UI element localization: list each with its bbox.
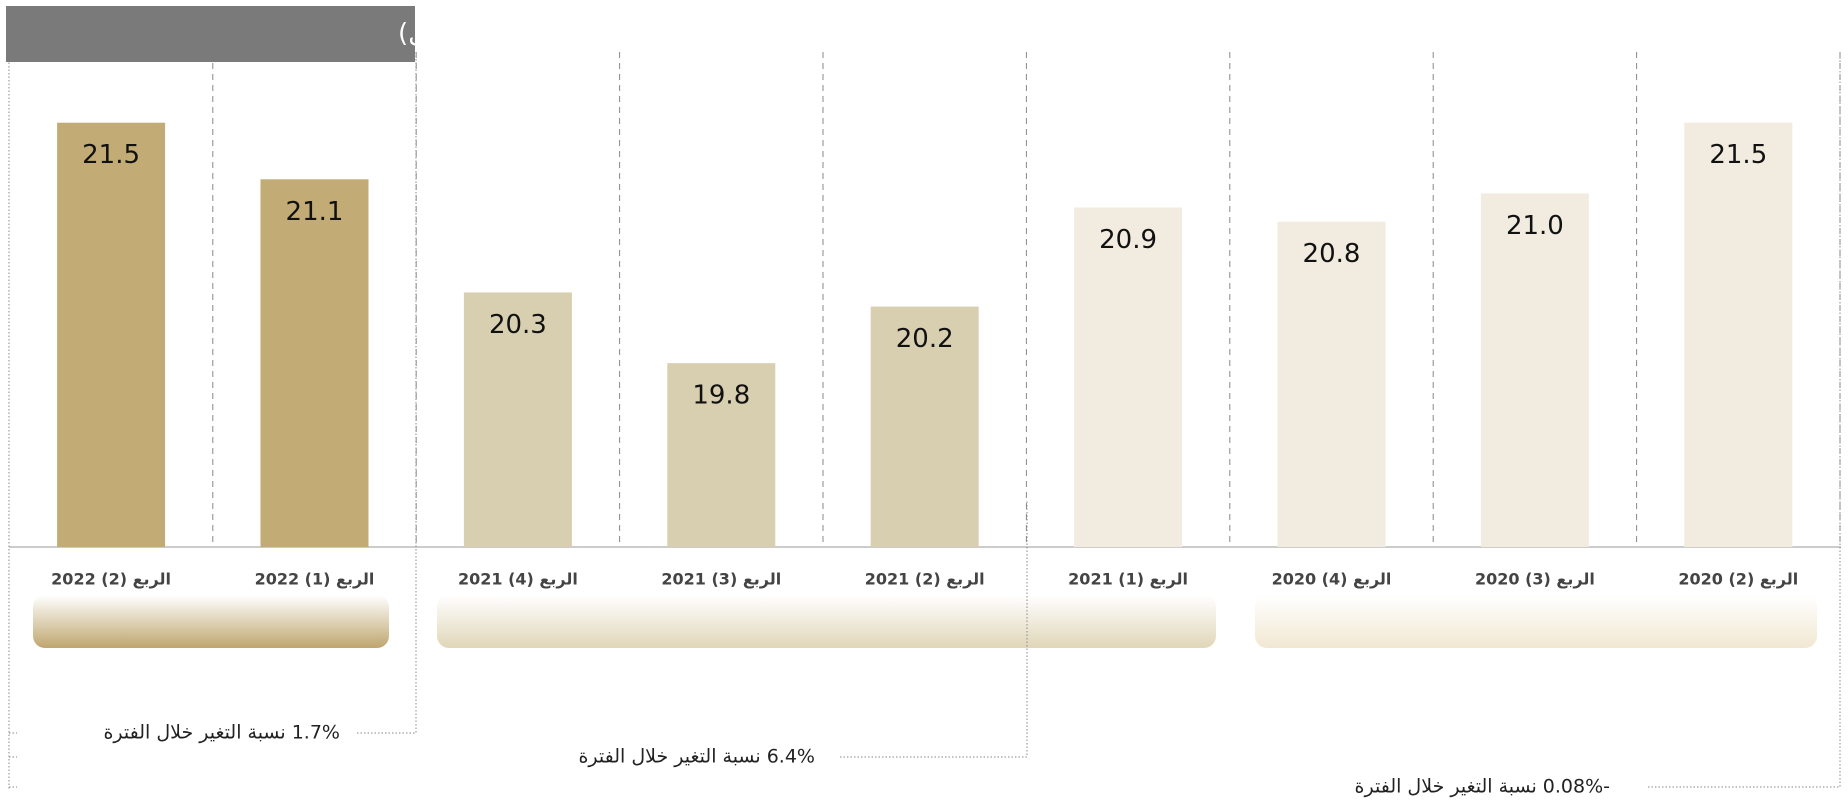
value-label: 21.0 — [1506, 211, 1564, 241]
group-band — [33, 595, 389, 648]
value-label: 20.3 — [489, 310, 547, 340]
x-tick-label: الربع (2) 2022 — [51, 570, 171, 589]
brackets — [8, 52, 1841, 790]
group-band — [437, 595, 1216, 648]
bar — [1277, 221, 1386, 547]
bar — [57, 122, 166, 547]
x-tick-label: الربع (1) 2021 — [1068, 570, 1188, 589]
value-label: 21.5 — [82, 140, 140, 170]
value-label: 21.5 — [1709, 140, 1767, 170]
bar — [1684, 122, 1793, 547]
x-tick-label: الربع (1) 2022 — [255, 570, 375, 589]
bar — [870, 306, 979, 547]
chart-title: عدد العاملين (مليون عامل) — [398, 19, 690, 49]
annotation: 6.4% نسبة التغير خلال الفترة — [578, 746, 815, 768]
x-tick-label: الربع (2) 2021 — [865, 570, 985, 589]
bar — [667, 363, 776, 547]
x-tick-label: الربع (4) 2021 — [458, 570, 578, 589]
bar — [1480, 193, 1589, 547]
value-label: 19.8 — [692, 381, 750, 411]
value-label: 20.2 — [896, 324, 954, 354]
bar — [463, 292, 572, 547]
value-label: 20.8 — [1303, 239, 1361, 269]
x-tick-label: الربع (3) 2021 — [661, 570, 781, 589]
title-box — [6, 6, 415, 62]
value-label: 21.1 — [286, 197, 344, 227]
x-tick-label: الربع (3) 2020 — [1475, 570, 1595, 589]
bar — [260, 179, 369, 548]
annotation: 1.7% نسبة التغير خلال الفترة — [103, 722, 340, 744]
annotation: -0.08% نسبة التغير خلال الفترة — [1355, 776, 1610, 798]
group-band — [1255, 595, 1817, 648]
x-tick-label: الربع (2) 2020 — [1678, 570, 1798, 589]
bar — [1074, 207, 1183, 548]
value-label: 20.9 — [1099, 225, 1157, 255]
x-tick-label: الربع (4) 2020 — [1272, 570, 1392, 589]
column-dividers — [212, 52, 1841, 547]
